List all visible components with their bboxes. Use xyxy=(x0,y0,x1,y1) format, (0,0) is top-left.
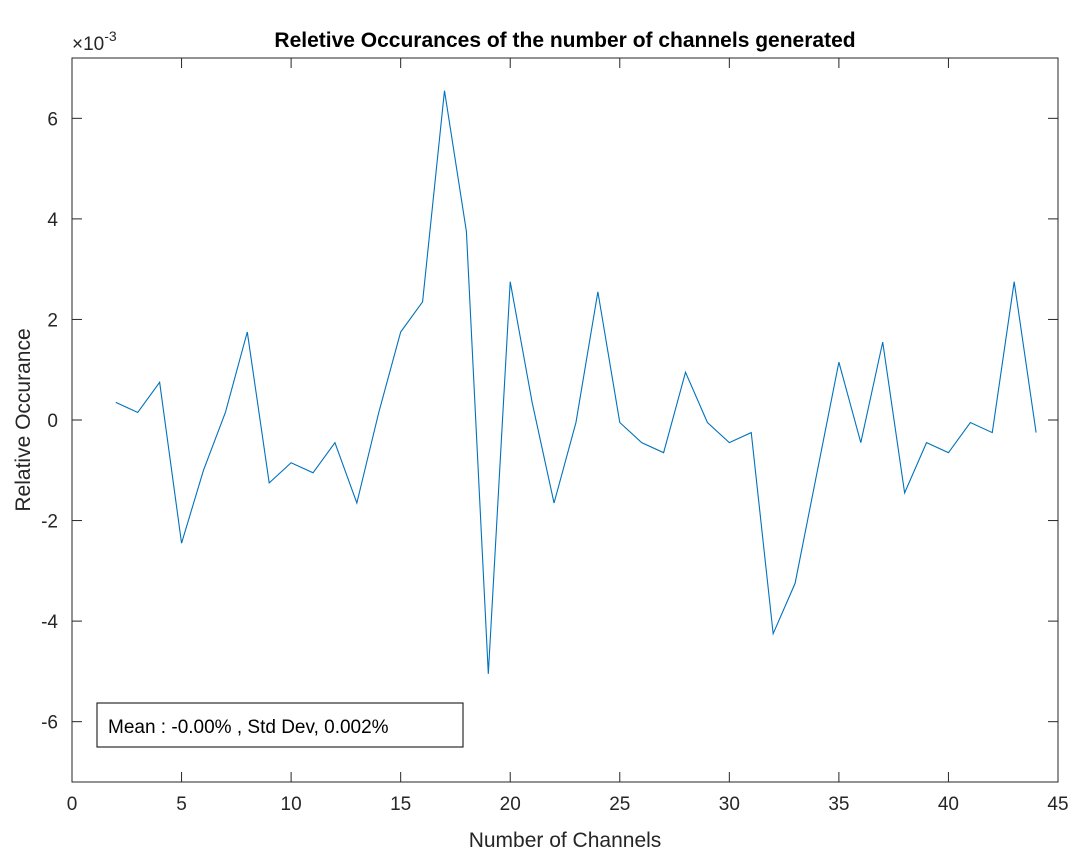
x-tick-label-5: 25 xyxy=(609,794,630,815)
y-tick-label-5: 4 xyxy=(47,210,58,231)
x-tick-label-6: 30 xyxy=(719,794,740,815)
x-tick-label-7: 35 xyxy=(828,794,849,815)
stats-annotation-text: Mean : -0.00% , Std Dev, 0.002% xyxy=(108,717,389,738)
y-axis-title: Relative Occurance xyxy=(12,328,35,511)
series-line xyxy=(115,90,1037,674)
x-tick-label-9: 45 xyxy=(1047,794,1068,815)
y-tick-label-1: -4 xyxy=(41,612,58,633)
chart-title: Reletive Occurances of the number of cha… xyxy=(274,29,855,52)
y-tick-label-0: -6 xyxy=(41,713,58,734)
x-tick-label-0: 0 xyxy=(67,794,78,815)
y-tick-label-6: 6 xyxy=(47,109,58,130)
y-exponent-label: ×10-3 xyxy=(72,28,117,55)
y-tick-label-3: 0 xyxy=(47,411,58,432)
stats-annotation-box xyxy=(96,702,464,748)
x-axis-title: Number of Channels xyxy=(469,829,662,852)
y-exponent-power: -3 xyxy=(104,28,117,44)
y-tick-label-4: 2 xyxy=(47,310,58,331)
stats-annotation: Mean : -0.00% , Std Dev, 0.002% xyxy=(96,702,464,748)
x-tick-label-2: 10 xyxy=(281,794,302,815)
x-tick-label-8: 40 xyxy=(938,794,959,815)
x-tick-label-3: 15 xyxy=(390,794,411,815)
y-exponent-base: ×10 xyxy=(72,34,104,55)
x-tick-label-4: 20 xyxy=(500,794,521,815)
x-tick-label-1: 5 xyxy=(176,794,187,815)
plot-area xyxy=(71,57,1059,783)
y-tick-label-2: -2 xyxy=(41,512,58,533)
